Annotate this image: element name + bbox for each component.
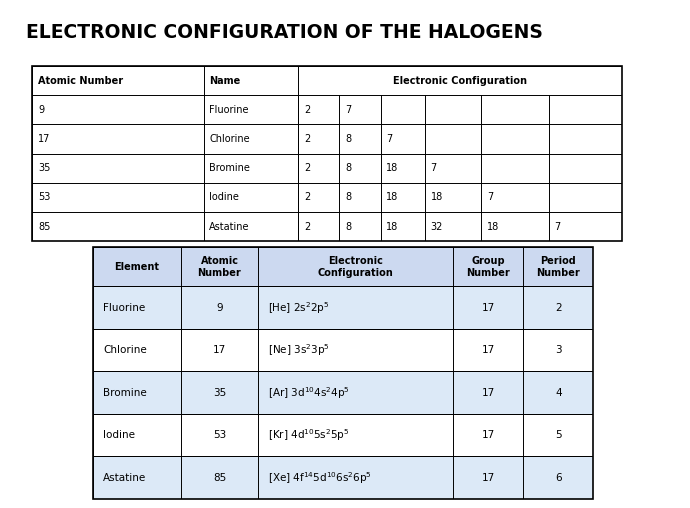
Text: Period
Number: Period Number: [537, 256, 580, 278]
Text: Fluorine: Fluorine: [104, 303, 146, 312]
Text: 53: 53: [39, 193, 50, 203]
Text: 18: 18: [486, 221, 499, 232]
Text: 8: 8: [345, 193, 351, 203]
Text: 2: 2: [304, 134, 310, 144]
Text: 35: 35: [213, 388, 226, 398]
Text: 2: 2: [304, 193, 310, 203]
Text: Iodine: Iodine: [210, 193, 239, 203]
Text: Element: Element: [115, 262, 159, 272]
Text: ELECTRONIC CONFIGURATION OF THE HALOGENS: ELECTRONIC CONFIGURATION OF THE HALOGENS: [26, 23, 543, 42]
Text: Astatine: Astatine: [210, 221, 250, 232]
Text: 7: 7: [486, 193, 493, 203]
Text: [Xe] 4f$^{14}$5d$^{10}$6s$^2$6p$^5$: [Xe] 4f$^{14}$5d$^{10}$6s$^2$6p$^5$: [268, 470, 372, 486]
Text: 2: 2: [304, 163, 310, 173]
Text: 3: 3: [555, 345, 562, 355]
Text: Atomic Number: Atomic Number: [39, 76, 124, 86]
Text: 8: 8: [345, 163, 351, 173]
Bar: [93, 371, 593, 414]
Text: [Ar] 3d$^{10}$4s$^2$4p$^5$: [Ar] 3d$^{10}$4s$^2$4p$^5$: [268, 385, 350, 400]
Text: Fluorine: Fluorine: [210, 105, 249, 115]
Text: 17: 17: [482, 430, 495, 440]
Text: 18: 18: [386, 193, 399, 203]
Text: 2: 2: [304, 105, 310, 115]
Bar: [93, 247, 593, 287]
Text: 5: 5: [555, 430, 562, 440]
Text: [Ne] 3s$^2$3p$^5$: [Ne] 3s$^2$3p$^5$: [268, 342, 330, 358]
Text: 9: 9: [216, 303, 223, 312]
Text: Iodine: Iodine: [104, 430, 135, 440]
Bar: [93, 287, 593, 329]
Text: [Kr] 4d$^{10}$5s$^2$5p$^5$: [Kr] 4d$^{10}$5s$^2$5p$^5$: [268, 427, 350, 443]
Text: 9: 9: [39, 105, 44, 115]
Text: 85: 85: [39, 221, 50, 232]
Text: Bromine: Bromine: [104, 388, 147, 398]
Text: 17: 17: [482, 345, 495, 355]
Text: 8: 8: [345, 134, 351, 144]
Bar: [93, 456, 593, 499]
Text: Chlorine: Chlorine: [210, 134, 250, 144]
Text: 35: 35: [39, 163, 50, 173]
Text: Astatine: Astatine: [104, 472, 146, 483]
Text: 18: 18: [431, 193, 443, 203]
Text: 2: 2: [555, 303, 562, 312]
Text: 18: 18: [386, 221, 399, 232]
Text: Electronic Configuration: Electronic Configuration: [393, 76, 527, 86]
Text: 17: 17: [482, 303, 495, 312]
Text: Atomic
Number: Atomic Number: [197, 256, 241, 278]
Text: 7: 7: [345, 105, 351, 115]
Text: 32: 32: [431, 221, 443, 232]
Text: 7: 7: [386, 134, 393, 144]
Text: Bromine: Bromine: [210, 163, 250, 173]
Text: 7: 7: [555, 221, 561, 232]
Text: 17: 17: [39, 134, 50, 144]
Text: 17: 17: [482, 472, 495, 483]
Bar: [93, 329, 593, 371]
Text: 6: 6: [555, 472, 562, 483]
Text: 17: 17: [213, 345, 226, 355]
Text: 85: 85: [213, 472, 226, 483]
Text: 2: 2: [304, 221, 310, 232]
Text: 17: 17: [482, 388, 495, 398]
Bar: [93, 414, 593, 456]
Text: Group
Number: Group Number: [466, 256, 510, 278]
Text: Name: Name: [210, 76, 241, 86]
Text: [He] 2s$^2$2p$^5$: [He] 2s$^2$2p$^5$: [268, 300, 330, 315]
Text: 18: 18: [386, 163, 399, 173]
Text: 53: 53: [213, 430, 226, 440]
Text: Electronic
Configuration: Electronic Configuration: [318, 256, 394, 278]
Text: Chlorine: Chlorine: [104, 345, 147, 355]
Text: 8: 8: [345, 221, 351, 232]
Text: 4: 4: [555, 388, 562, 398]
Text: 7: 7: [431, 163, 437, 173]
